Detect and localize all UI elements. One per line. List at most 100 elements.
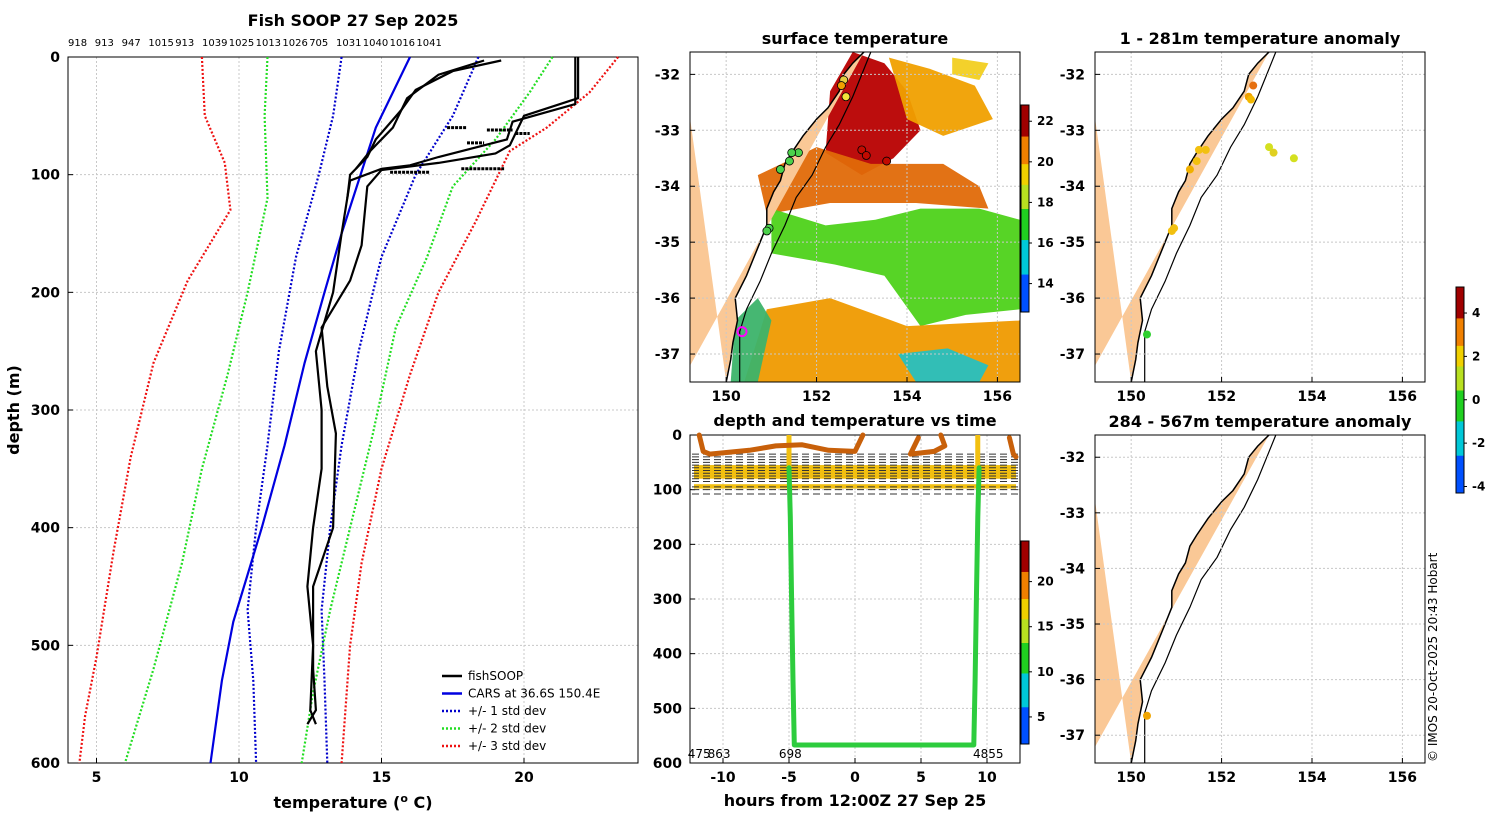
colorbar-segment (1021, 740, 1029, 745)
colorbar-segment (1021, 239, 1029, 244)
colorbar-segment (1021, 561, 1029, 566)
colorbar-segment (1456, 424, 1464, 429)
colorbar-segment (1021, 156, 1029, 161)
profile-line (340, 56, 619, 764)
colorbar-segment (1456, 431, 1464, 436)
x-tick-label: 154 (892, 389, 921, 405)
x-tick-label: 0 (850, 770, 860, 786)
colorbar-segment (1021, 625, 1029, 630)
colorbar-segment (1021, 730, 1029, 735)
axes-sst: 150 152 154 156 -32 -33 -34 -35 -36 -37 (655, 51, 1021, 405)
legend-label: fishSOOP (468, 669, 523, 683)
station-marker (1246, 95, 1255, 104)
colorbar-segment (1021, 270, 1029, 275)
colorbar-segment (1021, 260, 1029, 265)
colorbar-segment (1456, 393, 1464, 398)
colorbar-segment (1021, 635, 1029, 640)
colorbar-segment (1456, 369, 1464, 374)
station-marker (1142, 330, 1151, 339)
anomaly-colorbar: -4 -2 0 2 4 (1455, 286, 1485, 494)
station-marker (776, 165, 785, 174)
colorbar-segment (1021, 564, 1029, 569)
profile-line (306, 57, 577, 725)
colorbar-tick-label: 10 (1037, 665, 1054, 679)
station-marker (1265, 143, 1274, 152)
station-marker (861, 151, 871, 160)
colorbar-segment (1021, 208, 1029, 213)
colorbar-segment (1021, 686, 1029, 691)
x-tick-label: -10 (710, 770, 736, 786)
colorbar-segment (1456, 383, 1464, 388)
y-tick-label: -35 (1060, 235, 1085, 251)
sst-region (757, 147, 989, 215)
colorbar-segment (1021, 129, 1029, 134)
colorbar-tick-label: 2 (1472, 349, 1480, 363)
x-tick-label: 152 (1207, 770, 1236, 786)
drop-count-label: 1031 (336, 38, 361, 49)
colorbar-segment (1456, 300, 1464, 305)
colorbar-segment (1456, 396, 1464, 401)
profile-line (346, 59, 502, 199)
shelf-contour (1144, 52, 1277, 382)
colorbar-segment (1456, 479, 1464, 484)
colorbar-segment (1456, 379, 1464, 384)
colorbar-segment (1456, 290, 1464, 295)
colorbar-segment (1021, 218, 1029, 223)
colorbar-segment (1456, 376, 1464, 381)
colorbar-segment (1021, 656, 1029, 660)
colorbar-segment (1021, 615, 1029, 620)
colorbar-segment (1021, 291, 1029, 296)
colorbar-segment (1456, 352, 1464, 357)
colorbar-segment (1021, 693, 1029, 698)
profile-line (300, 56, 554, 764)
colorbar-segment (1021, 700, 1029, 704)
colorbar-segment (1021, 581, 1029, 586)
colorbar-segment (1021, 568, 1029, 572)
colorbar-segment (1021, 713, 1029, 718)
axes-frame (67, 56, 639, 764)
colorbar-segment (1456, 331, 1464, 336)
legend-label: +/- 3 std dev (468, 739, 546, 753)
x-tick-label: 150 (1117, 770, 1146, 786)
coastline (1130, 435, 1270, 763)
colorbar-tick-label: 20 (1037, 575, 1054, 589)
colorbar-tick-label: 15 (1037, 620, 1054, 634)
axes-frame (689, 434, 1021, 764)
colorbar-segment (1456, 355, 1464, 360)
x-tick-label: 154 (1297, 770, 1326, 786)
y-tick-label: -36 (1060, 673, 1085, 689)
colorbar-segment (1021, 222, 1029, 227)
colorbar-segment (1456, 293, 1464, 298)
colorbar-tick-label: 5 (1037, 710, 1045, 724)
drop-count-label: 1039 (202, 38, 227, 49)
colorbar-segment (1021, 574, 1029, 579)
colorbar-segment (1456, 427, 1464, 432)
colorbar-segment (1456, 359, 1464, 364)
cast-id-label: 698 (779, 747, 802, 761)
drop-count-label: 1025 (229, 38, 254, 49)
colorbar-segment (1021, 554, 1029, 559)
y-tick-label: -37 (655, 347, 680, 363)
y-tick-label: 600 (653, 756, 682, 772)
track-line (907, 432, 948, 457)
colorbar-segment (1456, 417, 1464, 422)
x-tick-label: 152 (802, 389, 831, 405)
colorbar-segment (1021, 105, 1029, 109)
legend-label: +/- 2 std dev (468, 722, 546, 736)
colorbar-segment (1021, 308, 1029, 313)
colorbar-segment (1021, 541, 1029, 545)
colorbar-segment (1021, 733, 1029, 738)
colorbar-segment (1456, 472, 1464, 477)
colorbar-segment (1021, 267, 1029, 272)
cast-id-label: 4855 (973, 747, 1004, 761)
colorbar-segment (1456, 328, 1464, 333)
drop-count-label: 947 (122, 38, 141, 49)
profile-line (306, 57, 580, 725)
y-tick-label: -35 (1060, 617, 1085, 633)
colorbar-segment (1456, 297, 1464, 302)
colorbar-segment (1021, 263, 1029, 268)
colorbar-segment (1456, 317, 1464, 322)
colorbar-segment (1021, 608, 1029, 613)
legend-label: CARS at 36.6S 150.4E (468, 687, 600, 701)
